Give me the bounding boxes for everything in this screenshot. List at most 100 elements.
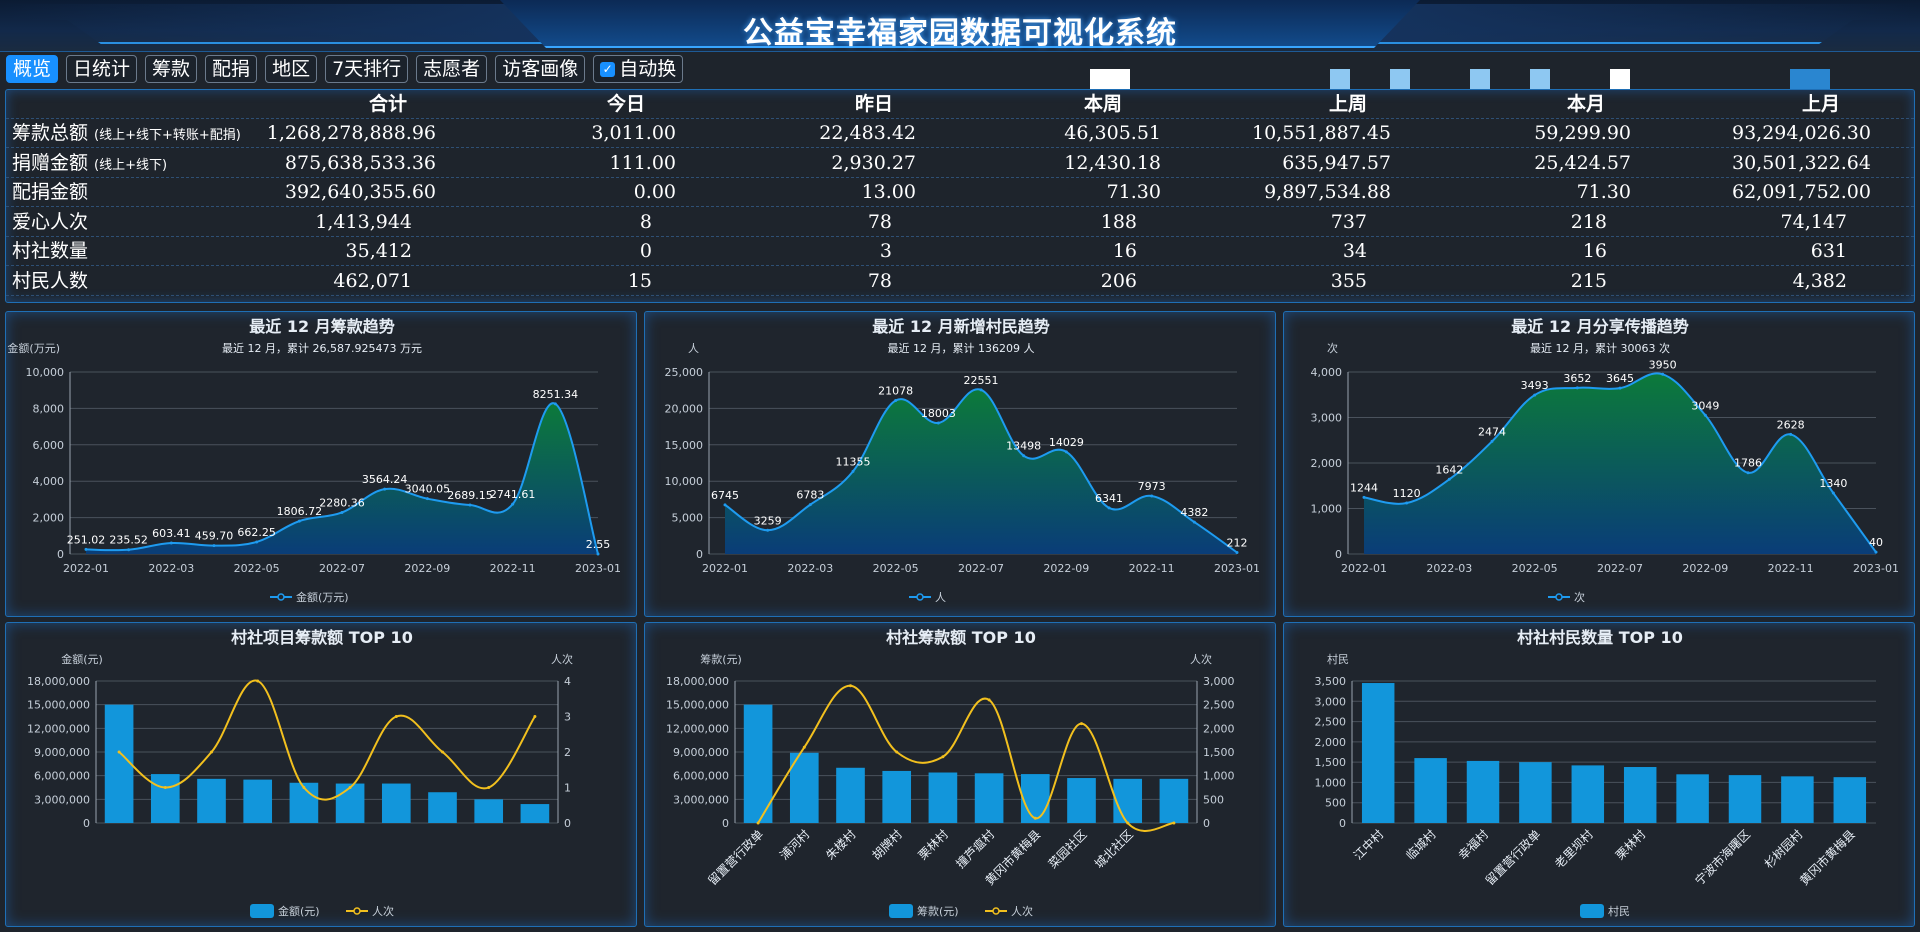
tab-region[interactable]: 地区 [265,55,318,83]
bar [474,799,504,823]
y-tick-label: 9,000,000 [673,746,729,759]
y-tick-label: 3,500 [1315,675,1347,688]
tab-matching[interactable]: 配捐 [205,55,258,83]
legend-label: 金额(元) [278,904,320,918]
data-point [766,528,770,532]
bar [1623,767,1657,823]
summary-value: 215 [1570,269,1607,292]
data-point [163,786,167,789]
bar [1676,774,1709,823]
bar [1833,777,1867,823]
tab-overview[interactable]: 概览 [6,55,59,83]
data-label: 1806.72 [277,505,323,518]
summary-table: 合计 今日 昨日 本周 上周 本月 上月 筹款总额 (线上+线下+转账+配捐) 1,268,278… [5,89,1915,303]
y-tick-label: 6,000 [33,439,65,452]
x-tick-label: 2022-09 [1043,562,1089,575]
summary-value: 16 [1112,240,1137,262]
area-fill [1364,373,1876,554]
data-label: 1340 [1819,477,1847,490]
auto-switch-toggle[interactable]: ✓ 自动换 [593,55,684,83]
data-point [808,503,812,507]
bar [1571,765,1605,823]
data-label: 6745 [711,489,739,502]
row-label-text: 村社数量 [12,240,89,262]
summary-value: 46,305.51 [1064,122,1161,144]
tab-volunteers[interactable]: 志愿者 [416,55,488,83]
data-point [348,786,352,789]
data-point [723,503,727,507]
y-tick-label: 1,000 [1315,776,1347,789]
y2-tick-label: 2,500 [1203,699,1235,712]
data-point [297,519,301,523]
summary-value: 13.00 [861,181,916,203]
x-tick-label: 2023-01 [1853,562,1899,575]
x-tick-label: 撞芦瘟村 [953,827,998,872]
chart-panel-villager-count-top10: 村社村民数量 TOP 10 村民 0 500 1,000 1,500 2,000 2,500 3… [1283,622,1915,927]
decor-block [1390,69,1410,89]
x-tick-label: 2022-11 [1129,562,1175,575]
data-label: 8251.34 [533,388,579,401]
tab-daily-stats[interactable]: 日统计 [66,55,138,83]
header-bar: 公益宝幸福家园数据可视化系统 [0,0,1920,52]
chart-title: 最近 12 月新增村民趋势 [872,317,1049,336]
x-tick-label: 2022-07 [319,562,365,575]
y-tick-label: 2,000 [33,512,65,525]
summary-value: 392,640,355.60 [284,181,436,203]
checkbox-checked-icon[interactable]: ✓ [600,61,616,77]
bar [1728,775,1762,823]
data-label: 13498 [1006,440,1041,453]
bar [882,770,912,823]
y-tick-label: 4,000 [1311,366,1343,379]
data-point [441,750,444,754]
data-point [1362,495,1366,499]
tab-visitor-profile[interactable]: 访客画像 [495,55,586,83]
y-tick-label: 500 [1325,797,1346,810]
decor-block [1330,69,1350,89]
data-point [1447,477,1451,481]
summary-row: 村社数量 35,412 0 3 16 34 16 631 [6,237,1914,266]
bar [1414,758,1447,823]
data-label: 14029 [1049,436,1084,449]
column-header: 今日 [606,93,645,115]
y2-tick-label: 2 [564,746,571,759]
bar [289,782,319,823]
y-axis-label: 筹款(元) [700,652,742,666]
bar [1466,760,1500,823]
row-label-text: 捐赠金额 [12,151,89,174]
data-label: 3645 [1606,372,1634,385]
data-label: 1786 [1734,457,1762,470]
series-line [118,679,536,801]
y-tick-label: 12,000,000 [27,722,90,735]
data-label: 662.25 [237,526,276,539]
summary-value: 35,412 [345,240,412,262]
chart-svg: 村社项目筹款额 TOP 10 金额(元) 人次 0 3,000,000 6,000,000… [27,628,573,918]
row-label: 筹款总额 (线上+线下+转账+配捐) [12,119,241,150]
legend-label: 次 [1574,590,1585,604]
data-label: 11355 [836,455,871,468]
x-tick-label: 朱楼村 [823,827,859,863]
tab-7day-ranking[interactable]: 7天排行 [325,55,409,83]
summary-value: 206 [1100,269,1137,292]
y2-tick-label: 2,000 [1203,722,1235,735]
data-label: 3493 [1521,379,1549,392]
data-point [1661,372,1665,376]
data-point [849,684,852,688]
data-point [1192,520,1196,524]
bar [1159,778,1189,823]
data-label: 22551 [964,374,999,387]
y2-tick-label: 500 [1203,793,1224,806]
data-label: 459.70 [195,530,234,543]
summary-row: 配捐金额 392,640,355.60 0.00 13.00 71.30 9,897,53… [6,178,1914,207]
tab-fundraising[interactable]: 筹款 [145,55,198,83]
y-tick-label: 2,500 [1315,716,1347,729]
bar [1067,778,1096,823]
summary-value: 0 [639,240,652,262]
summary-value: 59,299.90 [1534,122,1631,144]
y2-tick-label: 4 [564,675,571,688]
data-point [1575,386,1579,390]
x-tick-label: 2022-07 [1597,562,1643,575]
summary-value: 2,930.27 [831,151,916,174]
bar [381,783,411,823]
data-label: 40 [1869,536,1883,549]
chart-svg: 村社村民数量 TOP 10 村民 0 500 1,000 1,500 2,000 2,500 3… [1315,628,1876,918]
